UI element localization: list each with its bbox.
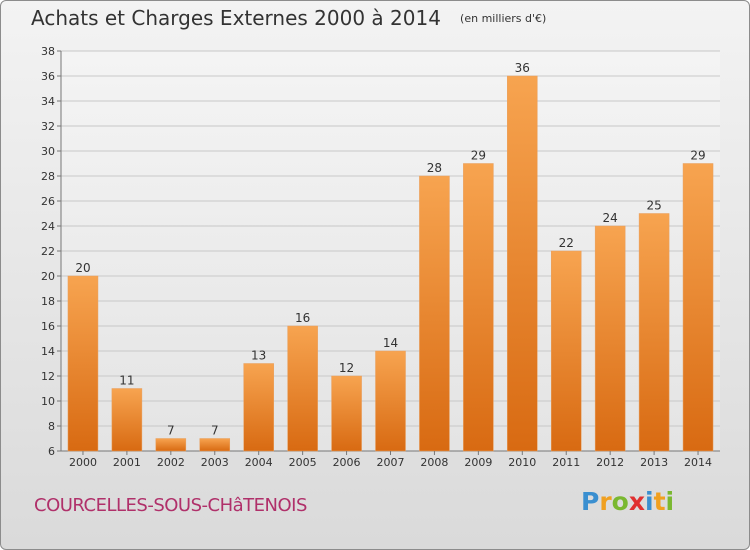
bar — [375, 350, 406, 452]
y-tick-label: 32 — [41, 120, 55, 133]
logo-letter: x — [628, 487, 645, 516]
x-tick-label: 2003 — [201, 456, 229, 469]
x-tick-label: 2005 — [289, 456, 317, 469]
y-tick-label: 8 — [48, 420, 55, 433]
proxiti-logo: Proxiti — [581, 487, 674, 516]
bar — [507, 75, 538, 452]
x-tick-label: 2006 — [333, 456, 361, 469]
logo-letter: i — [665, 487, 675, 516]
logo-letter: o — [611, 487, 629, 516]
y-tick-label: 18 — [41, 295, 55, 308]
y-tick-label: 30 — [41, 145, 55, 158]
y-tick-label: 38 — [41, 45, 55, 58]
y-tick-label: 28 — [41, 170, 55, 183]
x-tick-label: 2014 — [684, 456, 712, 469]
logo-letter: i — [645, 487, 654, 516]
bar-value-label: 7 — [167, 424, 175, 438]
x-tick-label: 2010 — [508, 456, 536, 469]
bar-value-label: 13 — [251, 349, 266, 363]
y-tick-label: 22 — [41, 245, 55, 258]
bar-value-label: 28 — [427, 161, 442, 175]
bar-value-label: 16 — [295, 311, 310, 325]
x-tick-label: 2000 — [69, 456, 97, 469]
bar — [638, 213, 670, 452]
bar — [419, 175, 450, 452]
bar — [67, 275, 99, 452]
bar-value-label: 29 — [690, 149, 705, 163]
bar-value-label: 14 — [383, 336, 398, 350]
y-tick-label: 24 — [41, 220, 55, 233]
bar — [199, 438, 231, 452]
bar — [682, 163, 714, 452]
y-tick-label: 14 — [41, 345, 55, 358]
y-tick-label: 34 — [41, 95, 55, 108]
y-tick-label: 26 — [41, 195, 55, 208]
bar — [550, 250, 582, 452]
bar — [243, 363, 274, 452]
x-tick-label: 2001 — [113, 456, 141, 469]
logo-letter: t — [653, 487, 666, 516]
x-tick-label: 2011 — [552, 456, 580, 469]
x-tick-label: 2013 — [640, 456, 668, 469]
bar — [331, 375, 362, 452]
y-tick-label: 10 — [41, 395, 55, 408]
bar-value-label: 7 — [211, 424, 219, 438]
x-tick-label: 2002 — [157, 456, 185, 469]
bar-value-label: 12 — [339, 361, 354, 375]
x-tick-label: 2007 — [377, 456, 405, 469]
chart-unit: (en milliers d'€) — [460, 12, 547, 25]
bar-value-label: 20 — [75, 261, 90, 275]
bar-value-label: 29 — [471, 149, 486, 163]
title-bar: Achats et Charges Externes 2000 à 2014 (… — [31, 6, 546, 30]
y-tick-label: 6 — [48, 445, 55, 458]
logo-letter: P — [581, 487, 600, 516]
logo-letter: r — [599, 487, 612, 516]
bar-value-label: 24 — [603, 211, 618, 225]
bar — [287, 325, 318, 452]
y-tick-label: 16 — [41, 320, 55, 333]
bar-value-label: 22 — [559, 236, 574, 250]
y-tick-label: 12 — [41, 370, 55, 383]
bar — [594, 225, 626, 452]
bar-value-label: 11 — [119, 374, 134, 388]
bar-value-label: 36 — [515, 61, 530, 75]
bar — [155, 438, 187, 452]
x-tick-label: 2004 — [245, 456, 273, 469]
bar — [111, 388, 143, 452]
chart-title: Achats et Charges Externes 2000 à 2014 — [31, 6, 441, 30]
y-tick-label: 20 — [41, 270, 55, 283]
x-tick-label: 2009 — [464, 456, 492, 469]
bar — [463, 163, 494, 452]
commune-name: COURCELLES-SOUS-CHâTENOIS — [34, 495, 307, 516]
y-tick-label: 36 — [41, 70, 55, 83]
x-tick-label: 2008 — [420, 456, 448, 469]
x-tick-label: 2012 — [596, 456, 624, 469]
bar-value-label: 25 — [646, 199, 661, 213]
